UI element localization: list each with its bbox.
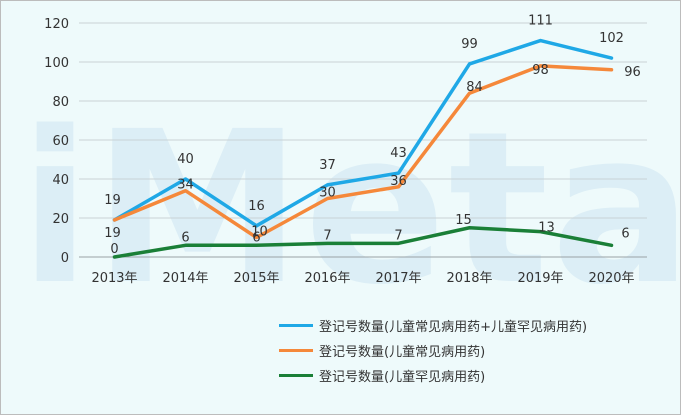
- x-tick-label: 2016年: [304, 271, 350, 286]
- data-label: 111: [528, 14, 553, 29]
- series-line-2: [112, 226, 614, 259]
- data-labels: 19 40 16 37 43 99 111 102 19 34 10 30 36 84 98 96 0 6 6 7 7 1…: [104, 14, 641, 257]
- y-tick-label: 20: [52, 212, 69, 227]
- data-label: 40: [177, 152, 194, 167]
- legend-label-total: 登记号数量(儿童常见病用药+儿童罕见病用药): [319, 320, 588, 335]
- data-label: 34: [177, 178, 194, 193]
- legend-item-total: 登记号数量(儿童常见病用药+儿童罕见病用药): [279, 313, 587, 338]
- x-tick-label: 2019年: [517, 271, 563, 286]
- x-tick-label: 2018年: [446, 271, 492, 286]
- data-label: 0: [110, 242, 118, 257]
- legend-label-rare: 登记号数量(儿童罕见病用药): [319, 370, 486, 385]
- data-label: 13: [538, 221, 555, 236]
- legend-item-rare: 登记号数量(儿童罕见病用药): [279, 363, 587, 388]
- data-label: 19: [104, 193, 121, 208]
- legend-swatch-total: [279, 324, 313, 327]
- y-tick-label: 100: [44, 56, 69, 71]
- data-label: 30: [319, 186, 336, 201]
- data-label: 99: [461, 37, 478, 52]
- data-label: 6: [252, 230, 260, 245]
- data-label: 102: [599, 31, 624, 46]
- series-layer: [112, 38, 614, 259]
- data-label: 43: [390, 146, 407, 161]
- x-tick-label: 2015年: [233, 271, 279, 286]
- y-tick-label: 0: [61, 251, 69, 266]
- data-label: 16: [248, 199, 265, 214]
- data-label: 96: [624, 65, 641, 80]
- x-tick-label: 2013年: [91, 271, 137, 286]
- legend-swatch-rare: [279, 374, 313, 377]
- grid-lines: [79, 22, 647, 219]
- x-tick-label: 2014年: [162, 271, 208, 286]
- y-tick-label: 40: [52, 173, 69, 188]
- data-label: 15: [455, 213, 472, 228]
- watermark: iMeta: [19, 86, 681, 331]
- data-label: 7: [323, 228, 331, 243]
- legend-label-common: 登记号数量(儿童常见病用药): [319, 345, 486, 360]
- x-tick-label: 2020年: [588, 271, 634, 286]
- data-label: 37: [319, 158, 336, 173]
- y-tick-label: 60: [52, 134, 69, 149]
- data-label: 84: [466, 80, 483, 95]
- series-line-0: [112, 38, 614, 228]
- data-label: 19: [104, 226, 121, 241]
- series-line-1: [112, 64, 614, 240]
- data-label: 98: [532, 63, 549, 78]
- y-tick-label: 120: [44, 17, 69, 32]
- data-label: 6: [621, 226, 629, 241]
- data-label: 7: [394, 228, 402, 243]
- data-label: 6: [181, 230, 189, 245]
- data-label: 10: [251, 225, 268, 240]
- legend-item-common: 登记号数量(儿童常见病用药): [279, 338, 587, 363]
- x-tick-label: 2017年: [375, 271, 421, 286]
- legend-swatch-common: [279, 349, 313, 352]
- y-tick-label: 80: [52, 95, 69, 110]
- legend: 登记号数量(儿童常见病用药+儿童罕见病用药) 登记号数量(儿童常见病用药) 登记…: [279, 313, 587, 388]
- data-label: 36: [390, 174, 407, 189]
